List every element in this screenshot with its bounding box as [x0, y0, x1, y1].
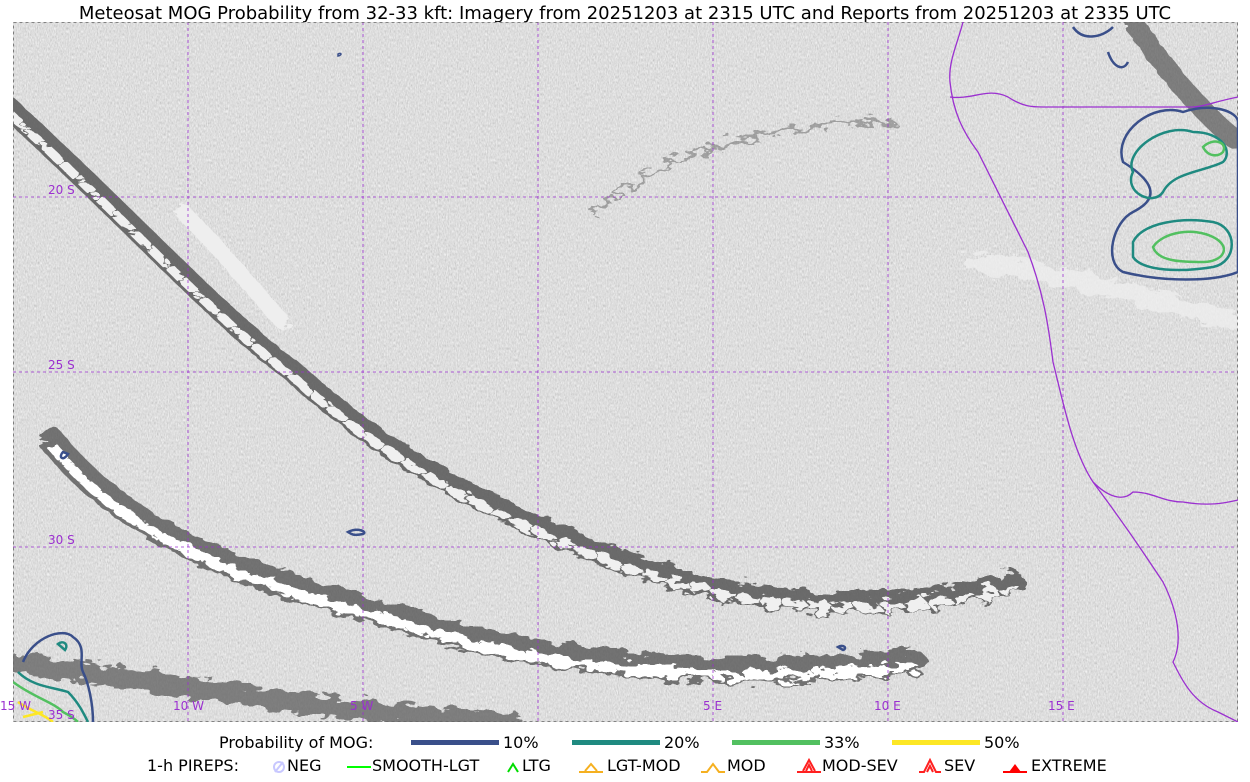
lat-label-35s: 35 S [48, 708, 75, 722]
graticule [13, 22, 1238, 722]
line-icon [347, 766, 371, 768]
pirep-sev: SEV [944, 756, 976, 775]
pirep-extreme: EXTREME [1031, 756, 1107, 775]
pireps-legend-label: 1-h PIREPS: [147, 756, 239, 775]
pirep-lgt-mod: LGT-MOD [607, 756, 681, 775]
lon-label-5e: 5 E [703, 699, 723, 713]
probability-legend-label: Probability of MOG: [219, 733, 374, 752]
lon-label-15e: 15 E [1048, 699, 1075, 713]
caret-icon [507, 762, 519, 773]
lat-label-20s: 20 S [48, 183, 75, 197]
lon-label-5w: 5 W [350, 699, 374, 713]
legend-20: 20% [664, 733, 700, 752]
pirep-mod: MOD [727, 756, 766, 775]
pirep-mod-sev: MOD-SEV [822, 756, 898, 775]
mog-contours [12, 26, 1240, 723]
caret-icon [701, 762, 725, 773]
lat-label-25s: 25 S [48, 358, 75, 372]
swatch-10-icon [411, 740, 499, 745]
swatch-50-icon [892, 740, 980, 745]
legend-50: 50% [984, 733, 1020, 752]
legend-33: 33% [824, 733, 860, 752]
pirep-ltg: LTG [522, 756, 551, 775]
satellite-map[interactable]: 20 S 25 S 30 S 35 S 15 W 10 W 5 W 5 E 10… [0, 12, 1248, 732]
pirep-neg: NEG [287, 756, 322, 775]
double-caret-icon [919, 757, 941, 773]
caret-bar-icon [579, 762, 603, 773]
filled-triangle-icon [1003, 764, 1027, 773]
swatch-20-icon [572, 740, 660, 745]
legend-10: 10% [503, 733, 539, 752]
africa-coastline [949, 21, 1239, 505]
lon-label-10e: 10 E [874, 699, 901, 713]
lat-label-30s: 30 S [48, 533, 75, 547]
lon-label-15w: 15 W [0, 699, 31, 713]
pirep-smooth-lgt: SMOOTH-LGT [372, 756, 480, 775]
double-caret-bar-icon [797, 757, 821, 773]
neg-circle-icon [273, 761, 285, 773]
map-title: Meteosat MOG Probability from 32-33 kft:… [78, 3, 1172, 24]
swatch-33-icon [732, 740, 820, 745]
satellite-imagery [2, 12, 1248, 732]
lon-label-10w: 10 W [173, 699, 204, 713]
